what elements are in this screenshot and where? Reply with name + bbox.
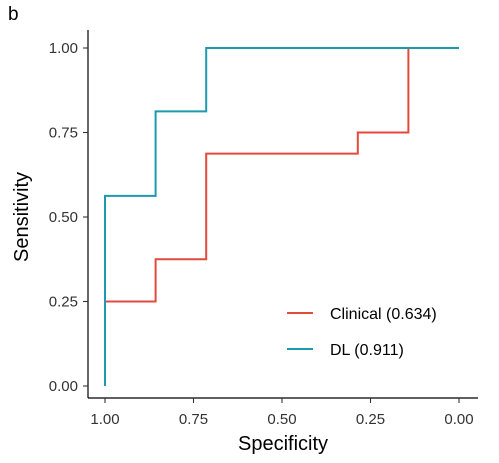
- y-tick-label: 1.00: [49, 40, 78, 57]
- y-tick-label: 0.50: [49, 209, 78, 226]
- x-tick-label: 0.50: [267, 411, 296, 428]
- y-tick-label: 0.00: [49, 378, 78, 395]
- y-axis-ticks: 0.00 0.25 0.50 0.75 1.00: [49, 40, 88, 395]
- legend-label: Clinical (0.634): [330, 306, 437, 323]
- panel-label: b: [8, 4, 19, 25]
- series-line-dl: [104, 47, 459, 386]
- y-tick-label: 0.75: [49, 125, 78, 142]
- x-axis-title: Specificity: [238, 433, 328, 455]
- x-tick-label: 0.25: [356, 411, 385, 428]
- x-axis-ticks: 1.00 0.75 0.50 0.25 0.00: [90, 398, 474, 428]
- x-tick-label: 1.00: [90, 411, 119, 428]
- roc-curves: [104, 47, 459, 386]
- x-tick-label: 0.75: [179, 411, 208, 428]
- legend: Clinical (0.634) DL (0.911): [287, 306, 437, 359]
- x-tick-label: 0.00: [444, 411, 473, 428]
- legend-label: DL (0.911): [330, 342, 404, 359]
- series-line-clinical: [105, 48, 410, 303]
- y-tick-label: 0.25: [49, 294, 78, 311]
- y-axis-title: Sensitivity: [11, 172, 33, 262]
